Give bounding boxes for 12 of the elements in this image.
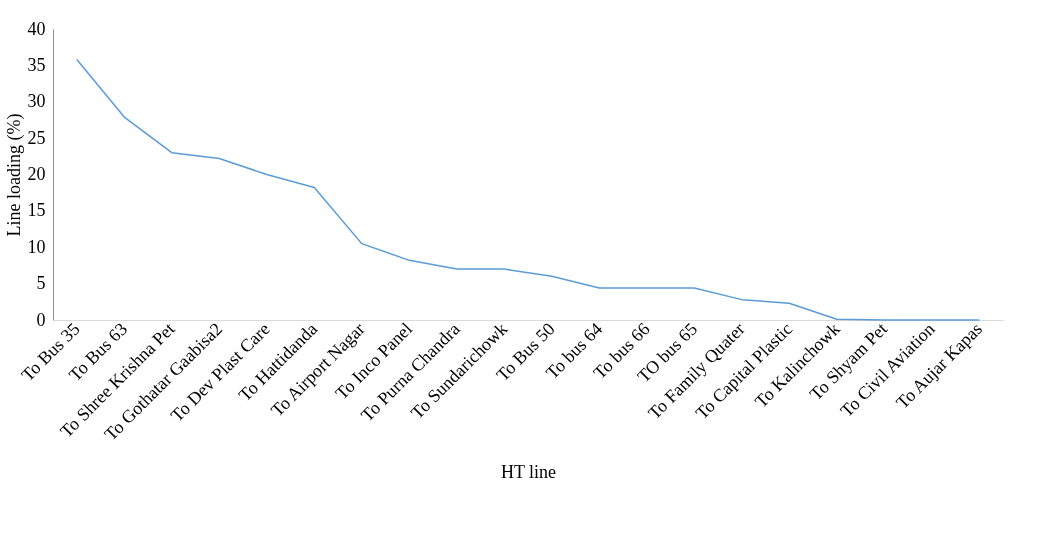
line-series [76,58,980,321]
y-tick-label: 20 [27,164,46,184]
y-tick-label: 40 [27,18,46,39]
y-tick-label: 5 [36,273,46,294]
y-tick-label: 30 [27,91,46,112]
y-tick-label: 0 [36,309,46,330]
y-tick-label: 35 [27,54,46,75]
y-tick-label: 25 [27,127,46,148]
y-tick-label: 10 [27,236,46,257]
y-tick-label: 15 [27,200,46,221]
x-axis-title: HT line [500,462,557,483]
y-axis-title: Line loading (%) [3,113,25,237]
